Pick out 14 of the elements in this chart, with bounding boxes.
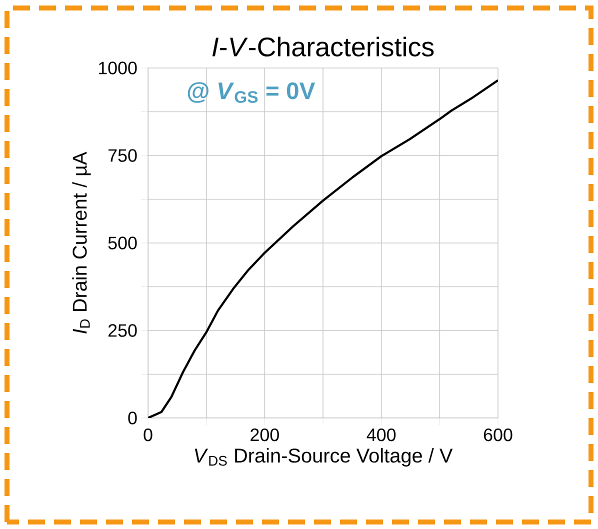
x-axis-title: V$_{DS}$ Drain-Source Voltage / V [194,448,453,467]
x-tick-label: 0 [144,428,152,442]
chart-title: I-V-Characteristics [212,36,434,56]
annotation: @ V$_{GS}$ = 0V [188,82,316,103]
line-series [148,79,498,418]
y-axis-title: I$_{D}$ Drain Current / µA [72,152,91,334]
y-tick-label: 750 [108,149,137,162]
y-tick-label: 250 [108,324,137,337]
y-tick-label: 1000 [98,62,137,74]
y-tick-label: 500 [108,236,137,250]
x-tick-label: 200 [250,428,279,442]
x-tick-label: 400 [366,428,396,442]
x-tick-label: 600 [484,428,512,442]
y-tick-label: 0 [128,412,137,424]
